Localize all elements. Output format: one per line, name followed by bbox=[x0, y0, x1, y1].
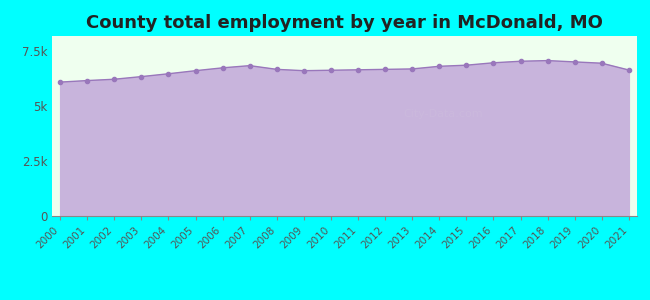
Text: City-Data.com: City-Data.com bbox=[403, 109, 482, 119]
Title: County total employment by year in McDonald, MO: County total employment by year in McDon… bbox=[86, 14, 603, 32]
